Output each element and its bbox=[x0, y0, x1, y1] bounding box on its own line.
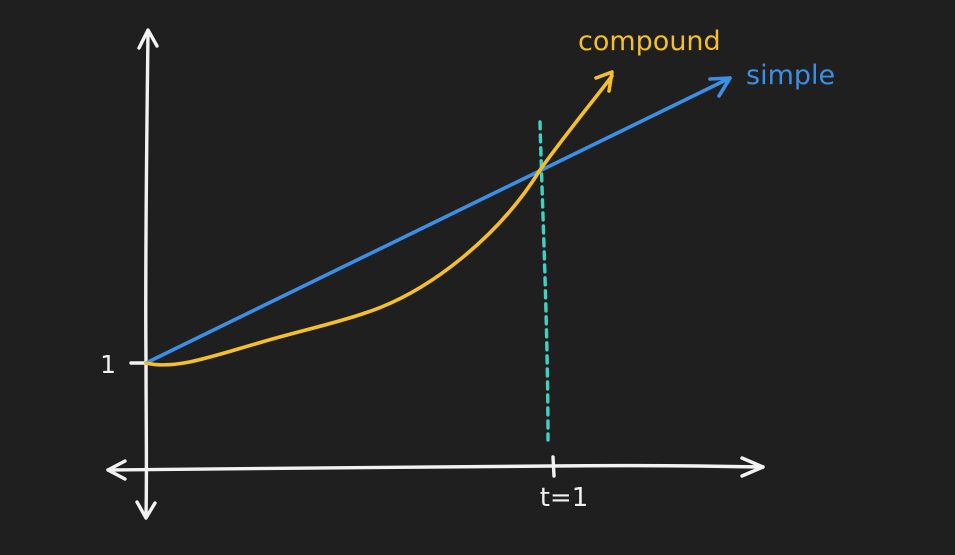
series-label-compound: compound bbox=[578, 26, 721, 57]
series-compound bbox=[144, 70, 614, 367]
simple-line bbox=[144, 76, 732, 365]
x-tick-mark bbox=[551, 455, 556, 478]
series-simple bbox=[144, 76, 732, 365]
x-axis-arrow-left bbox=[106, 459, 127, 481]
y-axis-arrow-bottom bbox=[135, 500, 157, 520]
x-tick-label: t=1 bbox=[540, 483, 589, 513]
compound-curve bbox=[144, 74, 614, 367]
y-axis-line bbox=[144, 30, 150, 519]
reference-line-t1 bbox=[538, 120, 550, 442]
compound-arrowhead bbox=[594, 70, 614, 93]
y-axis-arrow-top bbox=[137, 28, 159, 50]
series-label-simple: simple bbox=[746, 60, 835, 91]
x-axis-line bbox=[106, 463, 765, 472]
simple-arrowhead bbox=[708, 76, 732, 98]
y-axis bbox=[135, 28, 159, 520]
y-tick-label: 1 bbox=[100, 350, 116, 379]
x-axis-arrow-right bbox=[740, 456, 765, 478]
x-axis bbox=[106, 361, 765, 481]
